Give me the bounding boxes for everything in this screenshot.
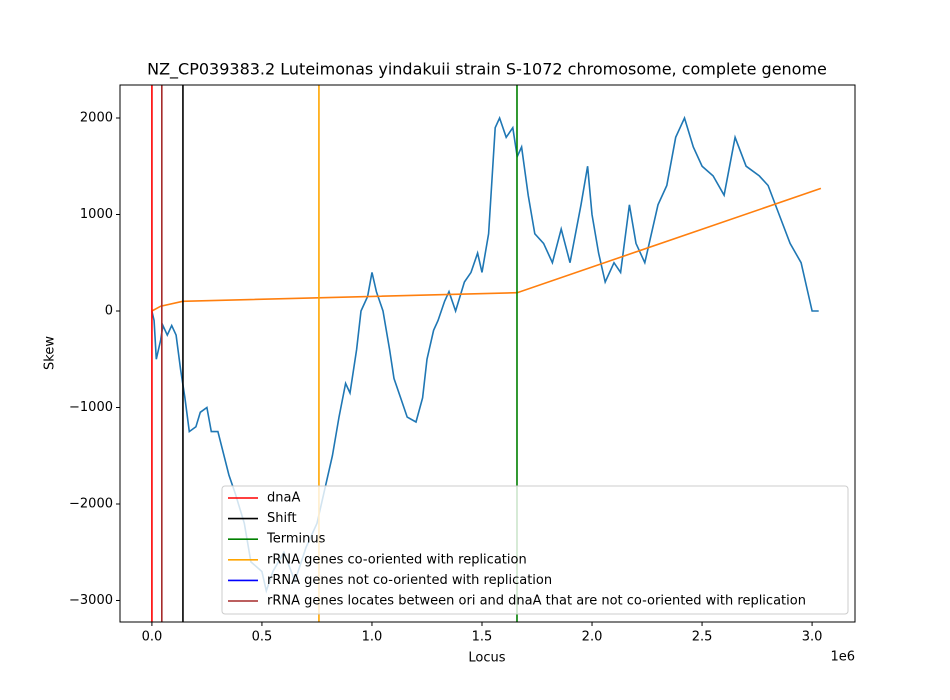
x-tick-label: 0.5 — [252, 630, 273, 645]
x-axis-label: Locus — [468, 651, 505, 666]
y-tick-label: 1000 — [80, 207, 113, 222]
y-tick-label: −2000 — [69, 496, 113, 511]
x-tick-label: 0.0 — [142, 630, 163, 645]
x-tick-label: 1.5 — [472, 630, 493, 645]
legend-text: Terminus — [266, 532, 326, 547]
plot-area: 0.0 0.5 1.0 1.5 2.0 2.5 3.0 −3000 −2000 −1000 0 100… — [69, 84, 856, 645]
series-line — [151, 115, 819, 594]
x-tick-label: 1.0 — [362, 630, 383, 645]
legend-text: rRNA genes co-oriented with replication — [267, 552, 527, 567]
y-tick-label: −1000 — [69, 400, 113, 415]
y-axis-label: Skew — [43, 336, 58, 370]
legend-text: Shift — [267, 511, 297, 526]
x-tick-label: 2.0 — [582, 630, 603, 645]
axes-frame — [119, 84, 856, 623]
legend-text: rRNA genes locates between ori and dnaA … — [267, 594, 806, 609]
chart-title: NZ_CP039383.2 Luteimonas yindakuii strai… — [147, 60, 827, 80]
legend-box — [221, 485, 849, 615]
legend-text: rRNA genes not co-oriented with replicat… — [267, 573, 552, 588]
x-tick-label: 3.0 — [802, 630, 823, 645]
x-offset-label: 1e6 — [830, 650, 855, 665]
x-tick-label: 2.5 — [692, 630, 713, 645]
y-tick-label: 0 — [105, 303, 113, 318]
y-tick-label: 2000 — [80, 111, 113, 126]
legend-text: dnaA — [267, 491, 300, 506]
y-tick-label: −3000 — [69, 593, 113, 608]
